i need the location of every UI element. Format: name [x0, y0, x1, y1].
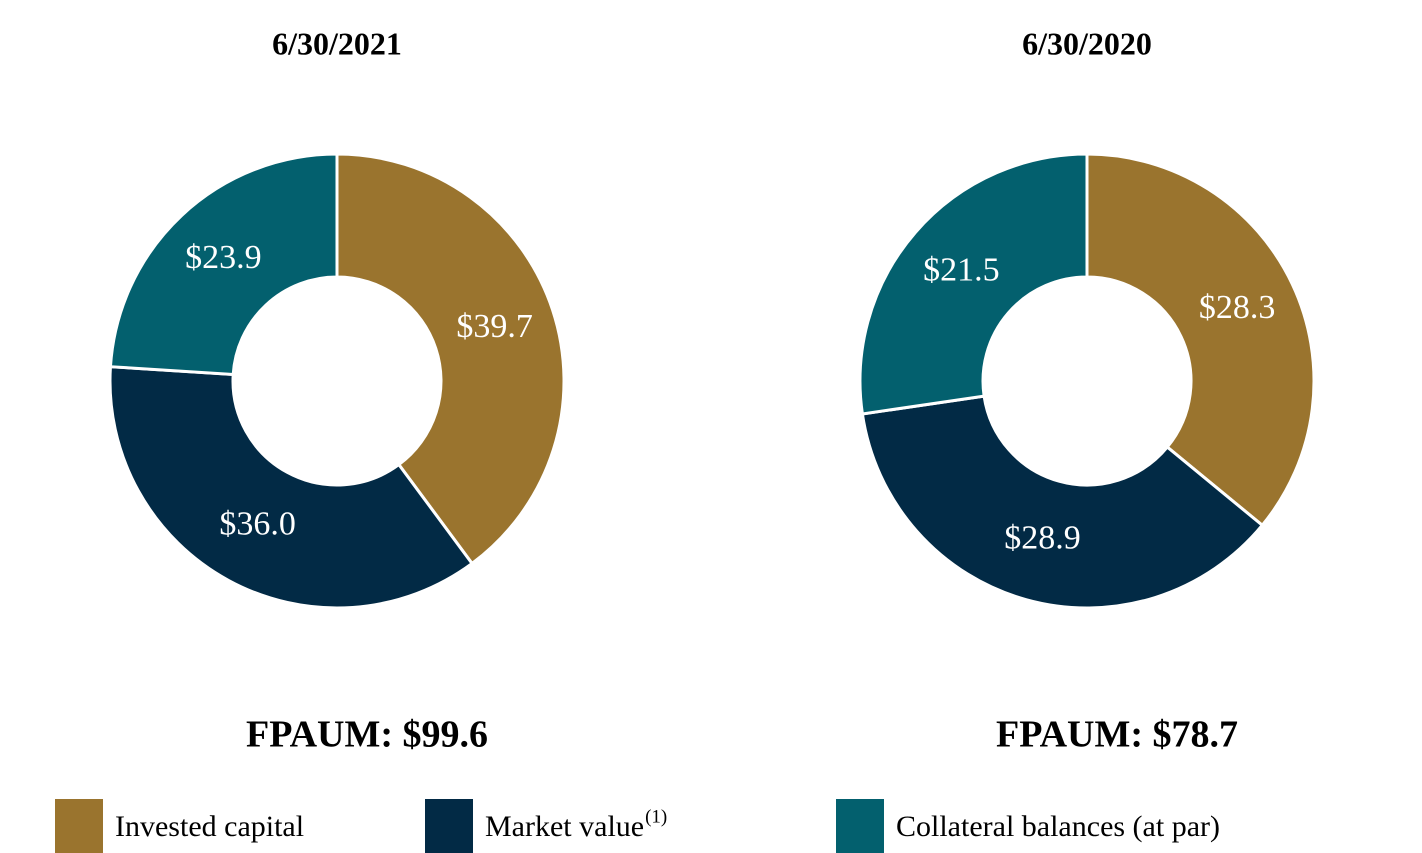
- total-label: FPAUM: $78.7: [996, 714, 1238, 756]
- value-label: $36.0: [219, 506, 296, 543]
- legend-label: Market value: [485, 810, 644, 843]
- value-label: $28.9: [1004, 520, 1081, 557]
- donut-slice: [108, 365, 475, 610]
- donut-slice: [335, 152, 566, 566]
- legend-footnote: (1): [645, 806, 667, 827]
- total-label: FPAUM: $99.6: [246, 714, 488, 756]
- chart-title: 6/30/2020: [1022, 25, 1152, 61]
- chart-title: 6/30/2021: [272, 25, 402, 61]
- donut-slice: [860, 394, 1265, 610]
- value-label: $23.9: [185, 239, 262, 276]
- value-label: $28.3: [1199, 289, 1276, 326]
- donut-slice: [858, 152, 1089, 416]
- donut-slice: [108, 152, 339, 377]
- legend-swatch: [55, 799, 103, 853]
- value-label: $39.7: [456, 308, 533, 345]
- legend-label: Collateral balances (at par): [896, 810, 1220, 843]
- legend-swatch: [425, 799, 473, 853]
- legend-label: Invested capital: [115, 810, 304, 843]
- legend-swatch: [836, 799, 884, 853]
- donut-slice: [1085, 152, 1316, 528]
- value-label: $21.5: [923, 251, 1000, 288]
